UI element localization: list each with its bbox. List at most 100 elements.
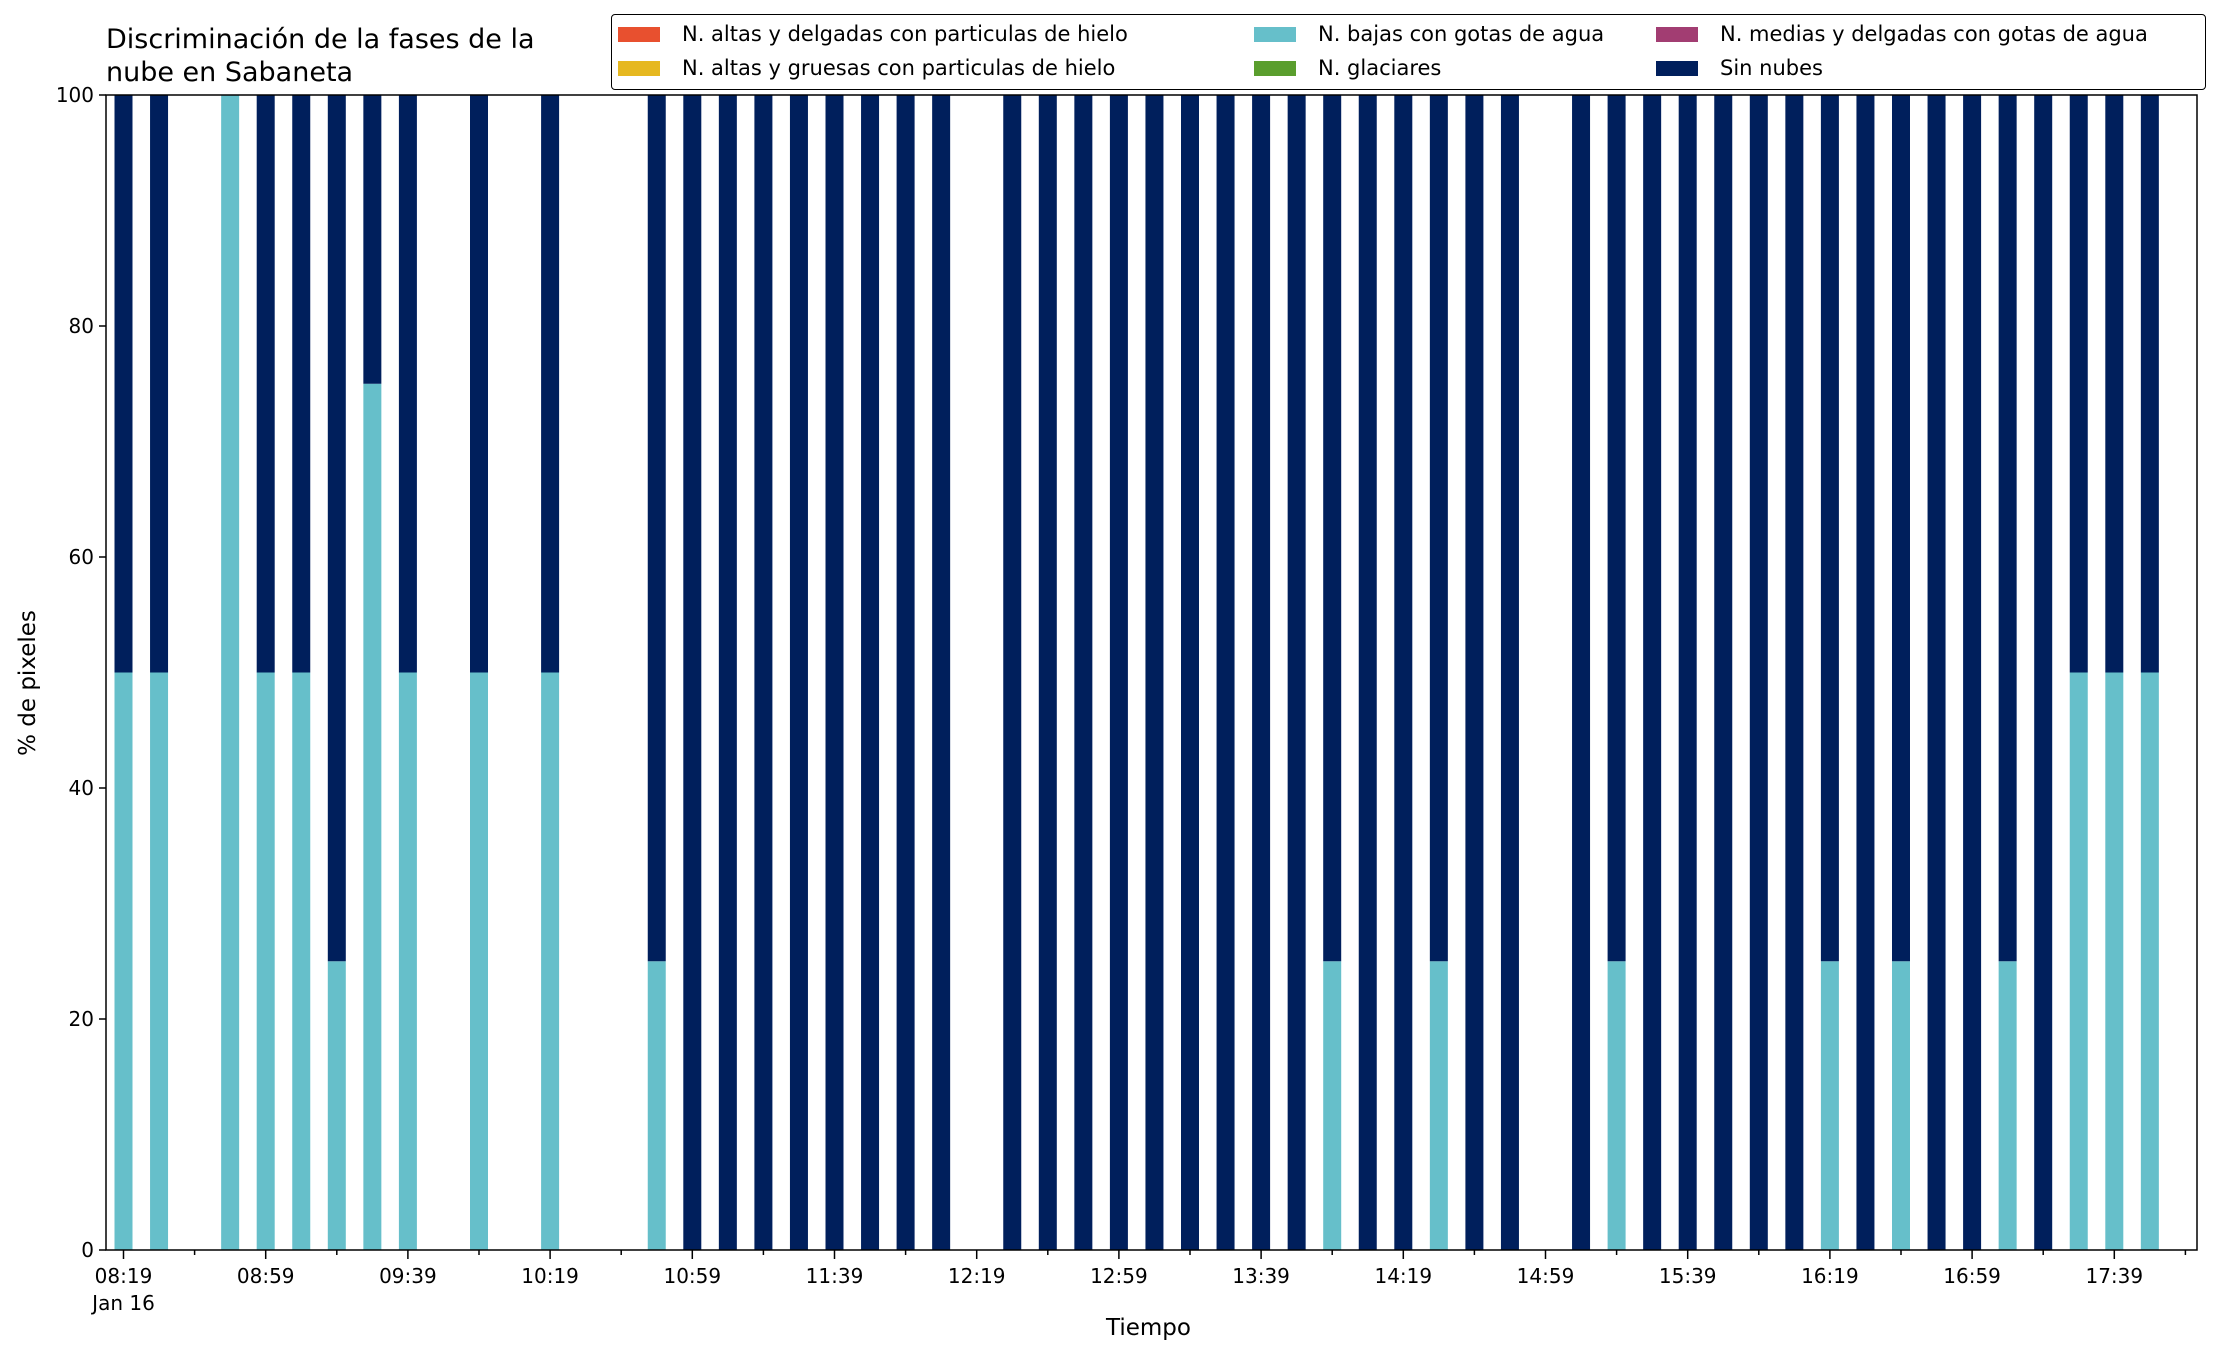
y-tick-label: 0 (81, 1238, 94, 1262)
x-tick-label: 16:59 (1943, 1264, 2001, 1288)
legend-entry: N. medias y delgadas con gotas de agua (1656, 19, 2148, 49)
bar-segment (363, 383, 382, 1250)
bar-segment (2105, 95, 2124, 673)
legend-entry: Sin nubes (1656, 53, 1823, 83)
legend-label: N. glaciares (1318, 56, 1442, 80)
bar-segment (398, 95, 417, 673)
legend-entry: N. altas y delgadas con particulas de hi… (618, 19, 1128, 49)
bar-segment (256, 95, 275, 673)
legend-swatch (618, 60, 660, 76)
legend-label: Sin nubes (1720, 56, 1823, 80)
bar-segment (1074, 95, 1093, 1250)
bar-segment (1181, 95, 1199, 1250)
x-tick-label: 08:59 (237, 1264, 295, 1288)
x-axis-label: Tiempo (1106, 1315, 1191, 1341)
bar-segment (1323, 961, 1342, 1250)
y-tick-label: 40 (69, 776, 94, 800)
bar-segment (327, 961, 346, 1250)
bar-segment (1927, 95, 1946, 1250)
bar-segment (1856, 95, 1875, 1250)
legend-label: N. altas y gruesas con particulas de hie… (682, 56, 1116, 80)
bar-segment (292, 95, 311, 673)
y-tick-label: 20 (69, 1007, 94, 1031)
x-axis: 08:19 08:59 09:39 10:19 10:59 11:39 12:19 12:59… (90, 1250, 2187, 1315)
bar-segment (2069, 95, 2088, 673)
legend-swatch (1254, 60, 1296, 76)
bar-segment (1145, 95, 1164, 1250)
bar-segment (1465, 95, 1484, 1250)
x-tick-label: 12:19 (948, 1264, 1006, 1288)
legend-entry: N. altas y gruesas con particulas de hie… (618, 53, 1115, 83)
bar-segment (1998, 95, 2017, 962)
bar-segment (150, 672, 169, 1250)
bars-group (114, 95, 2159, 1250)
y-tick-label: 100 (56, 83, 94, 107)
legend-swatch (1656, 60, 1698, 76)
bar-segment (470, 95, 488, 673)
bar-segment (1429, 961, 1448, 1250)
bar-segment (1607, 95, 1626, 962)
bar-segment (1643, 95, 1662, 1250)
bar-segment (1429, 95, 1448, 962)
bar-segment (2105, 672, 2124, 1250)
bar-segment (1038, 95, 1057, 1250)
bar-segment (754, 95, 773, 1250)
bar-segment (1323, 95, 1342, 962)
x-tick-label: 15:39 (1659, 1264, 1717, 1288)
chart-title-line-1: Discriminación de la fases de la (106, 24, 535, 55)
x-tick-label: 17:39 (2085, 1264, 2143, 1288)
bar-segment (292, 672, 311, 1250)
x-tick-label: 16:19 (1801, 1264, 1859, 1288)
bar-segment (363, 95, 382, 384)
bar-segment (541, 672, 560, 1250)
legend-label: N. altas y delgadas con particulas de hi… (682, 22, 1128, 46)
legend-swatch (618, 26, 660, 42)
bar-segment (683, 95, 702, 1250)
y-tick-label: 80 (69, 314, 94, 338)
bar-segment (1216, 95, 1235, 1250)
legend-swatch (1254, 26, 1296, 42)
bar-segment (1998, 961, 2017, 1250)
bar-segment (1394, 95, 1413, 1250)
chart-title-line-2: nube en Sabaneta (106, 57, 354, 88)
bar-segment (896, 95, 915, 1250)
bar-segment (1252, 95, 1271, 1250)
bar-segment (1785, 95, 1804, 1250)
bar-segment (1963, 95, 1982, 1250)
x-tick-label: 10:59 (663, 1264, 721, 1288)
bar-segment (1358, 95, 1377, 1250)
x-tick-label: 12:59 (1090, 1264, 1148, 1288)
bar-segment (1892, 95, 1910, 962)
bar-segment (1714, 95, 1733, 1250)
x-tick-label: 11:39 (806, 1264, 864, 1288)
bar-segment (789, 95, 808, 1250)
bar-segment (1572, 95, 1591, 1250)
x-tick-label: 14:19 (1374, 1264, 1432, 1288)
bar-segment (541, 95, 560, 673)
bar-segment (1003, 95, 1022, 1250)
bar-segment (1678, 95, 1697, 1250)
legend-swatch (1656, 26, 1698, 42)
bar-segment (114, 95, 133, 673)
x-tick-label: 14:59 (1517, 1264, 1575, 1288)
bar-segment (1892, 961, 1910, 1250)
legend: N. altas y delgadas con particulas de hi… (611, 14, 2206, 90)
bar-segment (2069, 672, 2088, 1250)
bar-segment (1500, 95, 1519, 1250)
bar-segment (932, 95, 951, 1250)
bar-segment (470, 672, 488, 1250)
bar-segment (2034, 95, 2053, 1250)
bar-segment (647, 961, 666, 1250)
bar-segment (221, 95, 240, 1250)
legend-label: N. medias y delgadas con gotas de agua (1720, 22, 2148, 46)
bar-segment (1109, 95, 1128, 1250)
x-tick-label: 09:39 (379, 1264, 437, 1288)
plot-frame (105, 94, 2198, 1251)
x-tick-label: 13:39 (1232, 1264, 1290, 1288)
bar-segment (2140, 672, 2159, 1250)
bar-segment (114, 672, 133, 1250)
bar-segment (825, 95, 844, 1250)
y-axis-label: % de pixeles (15, 610, 41, 756)
bar-segment (1287, 95, 1306, 1250)
